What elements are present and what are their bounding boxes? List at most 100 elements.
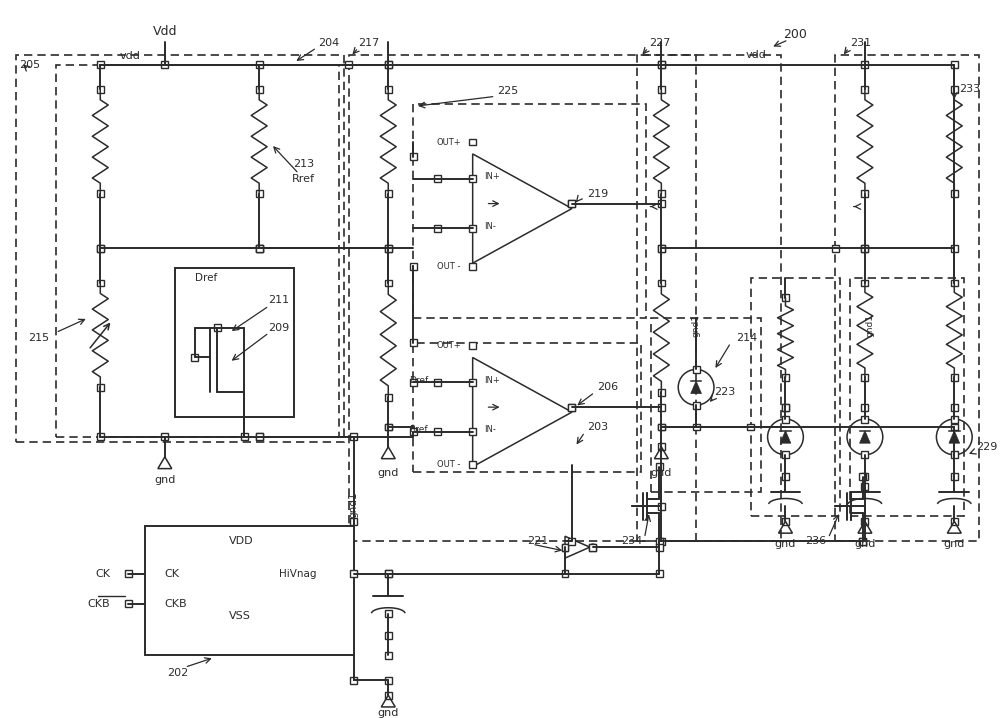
Bar bbox=[256, 245, 263, 252]
Text: CK: CK bbox=[95, 569, 110, 579]
Bar bbox=[385, 610, 392, 617]
Bar bbox=[835, 55, 979, 541]
Bar bbox=[385, 691, 392, 699]
Bar bbox=[385, 393, 392, 401]
Bar bbox=[951, 518, 958, 525]
Bar bbox=[656, 544, 663, 551]
Bar bbox=[385, 86, 392, 93]
Bar bbox=[951, 374, 958, 381]
Bar bbox=[469, 429, 476, 435]
Bar bbox=[256, 190, 263, 197]
Text: 234: 234 bbox=[621, 536, 642, 546]
Bar bbox=[782, 416, 789, 422]
Bar bbox=[97, 86, 104, 93]
Bar bbox=[256, 245, 263, 252]
Bar bbox=[410, 379, 417, 386]
Bar bbox=[350, 571, 357, 577]
Text: gnd: gnd bbox=[775, 539, 796, 549]
Bar bbox=[861, 404, 868, 411]
Text: Rref: Rref bbox=[409, 426, 428, 434]
Bar bbox=[410, 263, 417, 270]
Bar bbox=[861, 279, 868, 286]
Text: 229: 229 bbox=[976, 442, 998, 452]
Bar bbox=[256, 434, 263, 440]
Bar bbox=[693, 401, 700, 409]
Bar bbox=[125, 571, 132, 577]
Bar bbox=[951, 279, 958, 286]
Bar bbox=[385, 424, 392, 431]
Bar bbox=[568, 200, 575, 207]
Bar bbox=[568, 200, 575, 207]
Text: 217: 217 bbox=[358, 38, 380, 47]
Bar bbox=[385, 61, 392, 68]
Bar bbox=[350, 434, 357, 440]
Bar bbox=[385, 571, 392, 577]
Bar bbox=[214, 325, 221, 331]
Bar bbox=[97, 190, 104, 197]
Bar bbox=[861, 452, 868, 458]
Bar bbox=[97, 384, 104, 391]
Text: vdd: vdd bbox=[120, 50, 141, 60]
Text: Dref: Dref bbox=[409, 376, 428, 385]
Text: gnd: gnd bbox=[944, 539, 965, 549]
Text: 215: 215 bbox=[28, 332, 49, 342]
Bar bbox=[385, 279, 392, 286]
Text: OUT -: OUT - bbox=[437, 460, 461, 470]
Text: IN+: IN+ bbox=[485, 172, 500, 181]
Polygon shape bbox=[780, 431, 791, 443]
Text: 219: 219 bbox=[587, 189, 608, 199]
Bar bbox=[637, 55, 781, 541]
Bar bbox=[861, 374, 868, 381]
Bar bbox=[751, 278, 840, 516]
Text: 202: 202 bbox=[167, 668, 188, 679]
Bar bbox=[350, 677, 357, 684]
Bar bbox=[589, 544, 596, 551]
Text: Vdd: Vdd bbox=[153, 25, 177, 38]
Text: vdd: vdd bbox=[745, 50, 766, 60]
Bar bbox=[951, 61, 958, 68]
Text: 211: 211 bbox=[268, 295, 290, 305]
Bar bbox=[589, 544, 596, 551]
Bar bbox=[658, 61, 665, 68]
Bar bbox=[656, 463, 663, 470]
Bar bbox=[656, 538, 663, 545]
Bar bbox=[97, 61, 104, 68]
Text: VSS: VSS bbox=[229, 611, 251, 620]
Text: 203: 203 bbox=[587, 422, 608, 432]
Bar bbox=[469, 175, 476, 182]
Text: 214: 214 bbox=[736, 332, 757, 342]
Text: CK: CK bbox=[165, 569, 180, 579]
Bar bbox=[385, 245, 392, 252]
Bar bbox=[413, 342, 641, 472]
Bar bbox=[385, 190, 392, 197]
Bar bbox=[413, 104, 646, 318]
Polygon shape bbox=[860, 431, 870, 443]
Bar bbox=[256, 61, 263, 68]
Bar bbox=[191, 354, 198, 361]
Bar bbox=[256, 245, 263, 252]
Bar bbox=[562, 571, 568, 577]
Bar bbox=[469, 342, 476, 349]
Bar bbox=[861, 483, 868, 490]
Bar bbox=[693, 424, 700, 431]
Bar bbox=[97, 245, 104, 252]
Bar bbox=[97, 434, 104, 440]
Text: IN-: IN- bbox=[485, 222, 496, 231]
Bar bbox=[782, 473, 789, 480]
Bar bbox=[747, 424, 754, 431]
Bar bbox=[951, 416, 958, 422]
Text: 200: 200 bbox=[783, 28, 807, 41]
Text: 213: 213 bbox=[293, 159, 314, 169]
Bar bbox=[385, 632, 392, 639]
Bar bbox=[658, 245, 665, 252]
Bar bbox=[434, 429, 441, 435]
Bar bbox=[469, 461, 476, 468]
Text: gnd1: gnd1 bbox=[692, 314, 701, 337]
Bar bbox=[385, 652, 392, 659]
Bar bbox=[658, 388, 665, 396]
Bar bbox=[832, 245, 839, 252]
Bar bbox=[951, 404, 958, 411]
Bar bbox=[859, 538, 866, 545]
Text: VDD: VDD bbox=[229, 536, 254, 546]
Bar bbox=[651, 318, 761, 492]
